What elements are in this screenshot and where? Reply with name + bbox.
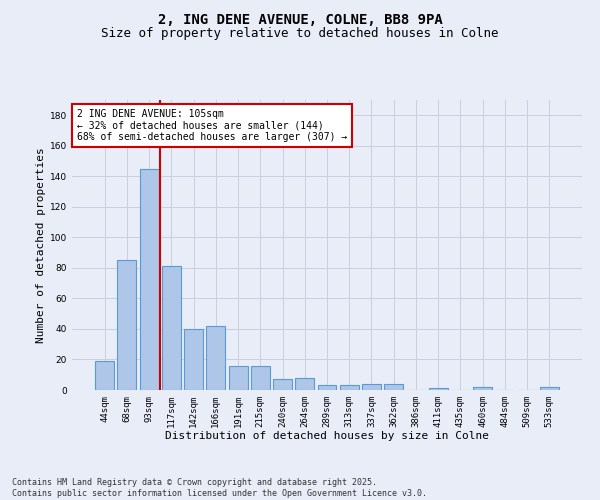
Bar	[473, 387, 492, 390]
Bar	[206, 326, 225, 390]
Bar	[384, 384, 403, 390]
Text: 2 ING DENE AVENUE: 105sqm
← 32% of detached houses are smaller (144)
68% of semi: 2 ING DENE AVENUE: 105sqm ← 32% of detac…	[77, 108, 347, 142]
Bar	[140, 168, 158, 390]
Bar	[429, 388, 448, 390]
Bar	[362, 384, 381, 390]
Bar	[340, 386, 359, 390]
Bar	[295, 378, 314, 390]
Bar	[184, 329, 203, 390]
Bar	[251, 366, 270, 390]
Bar	[95, 361, 114, 390]
Bar	[273, 380, 292, 390]
X-axis label: Distribution of detached houses by size in Colne: Distribution of detached houses by size …	[165, 432, 489, 442]
Bar	[540, 387, 559, 390]
Text: 2, ING DENE AVENUE, COLNE, BB8 9PA: 2, ING DENE AVENUE, COLNE, BB8 9PA	[158, 12, 442, 26]
Y-axis label: Number of detached properties: Number of detached properties	[36, 147, 46, 343]
Bar	[317, 386, 337, 390]
Text: Contains HM Land Registry data © Crown copyright and database right 2025.
Contai: Contains HM Land Registry data © Crown c…	[12, 478, 427, 498]
Bar	[229, 366, 248, 390]
Bar	[118, 260, 136, 390]
Text: Size of property relative to detached houses in Colne: Size of property relative to detached ho…	[101, 28, 499, 40]
Bar	[162, 266, 181, 390]
